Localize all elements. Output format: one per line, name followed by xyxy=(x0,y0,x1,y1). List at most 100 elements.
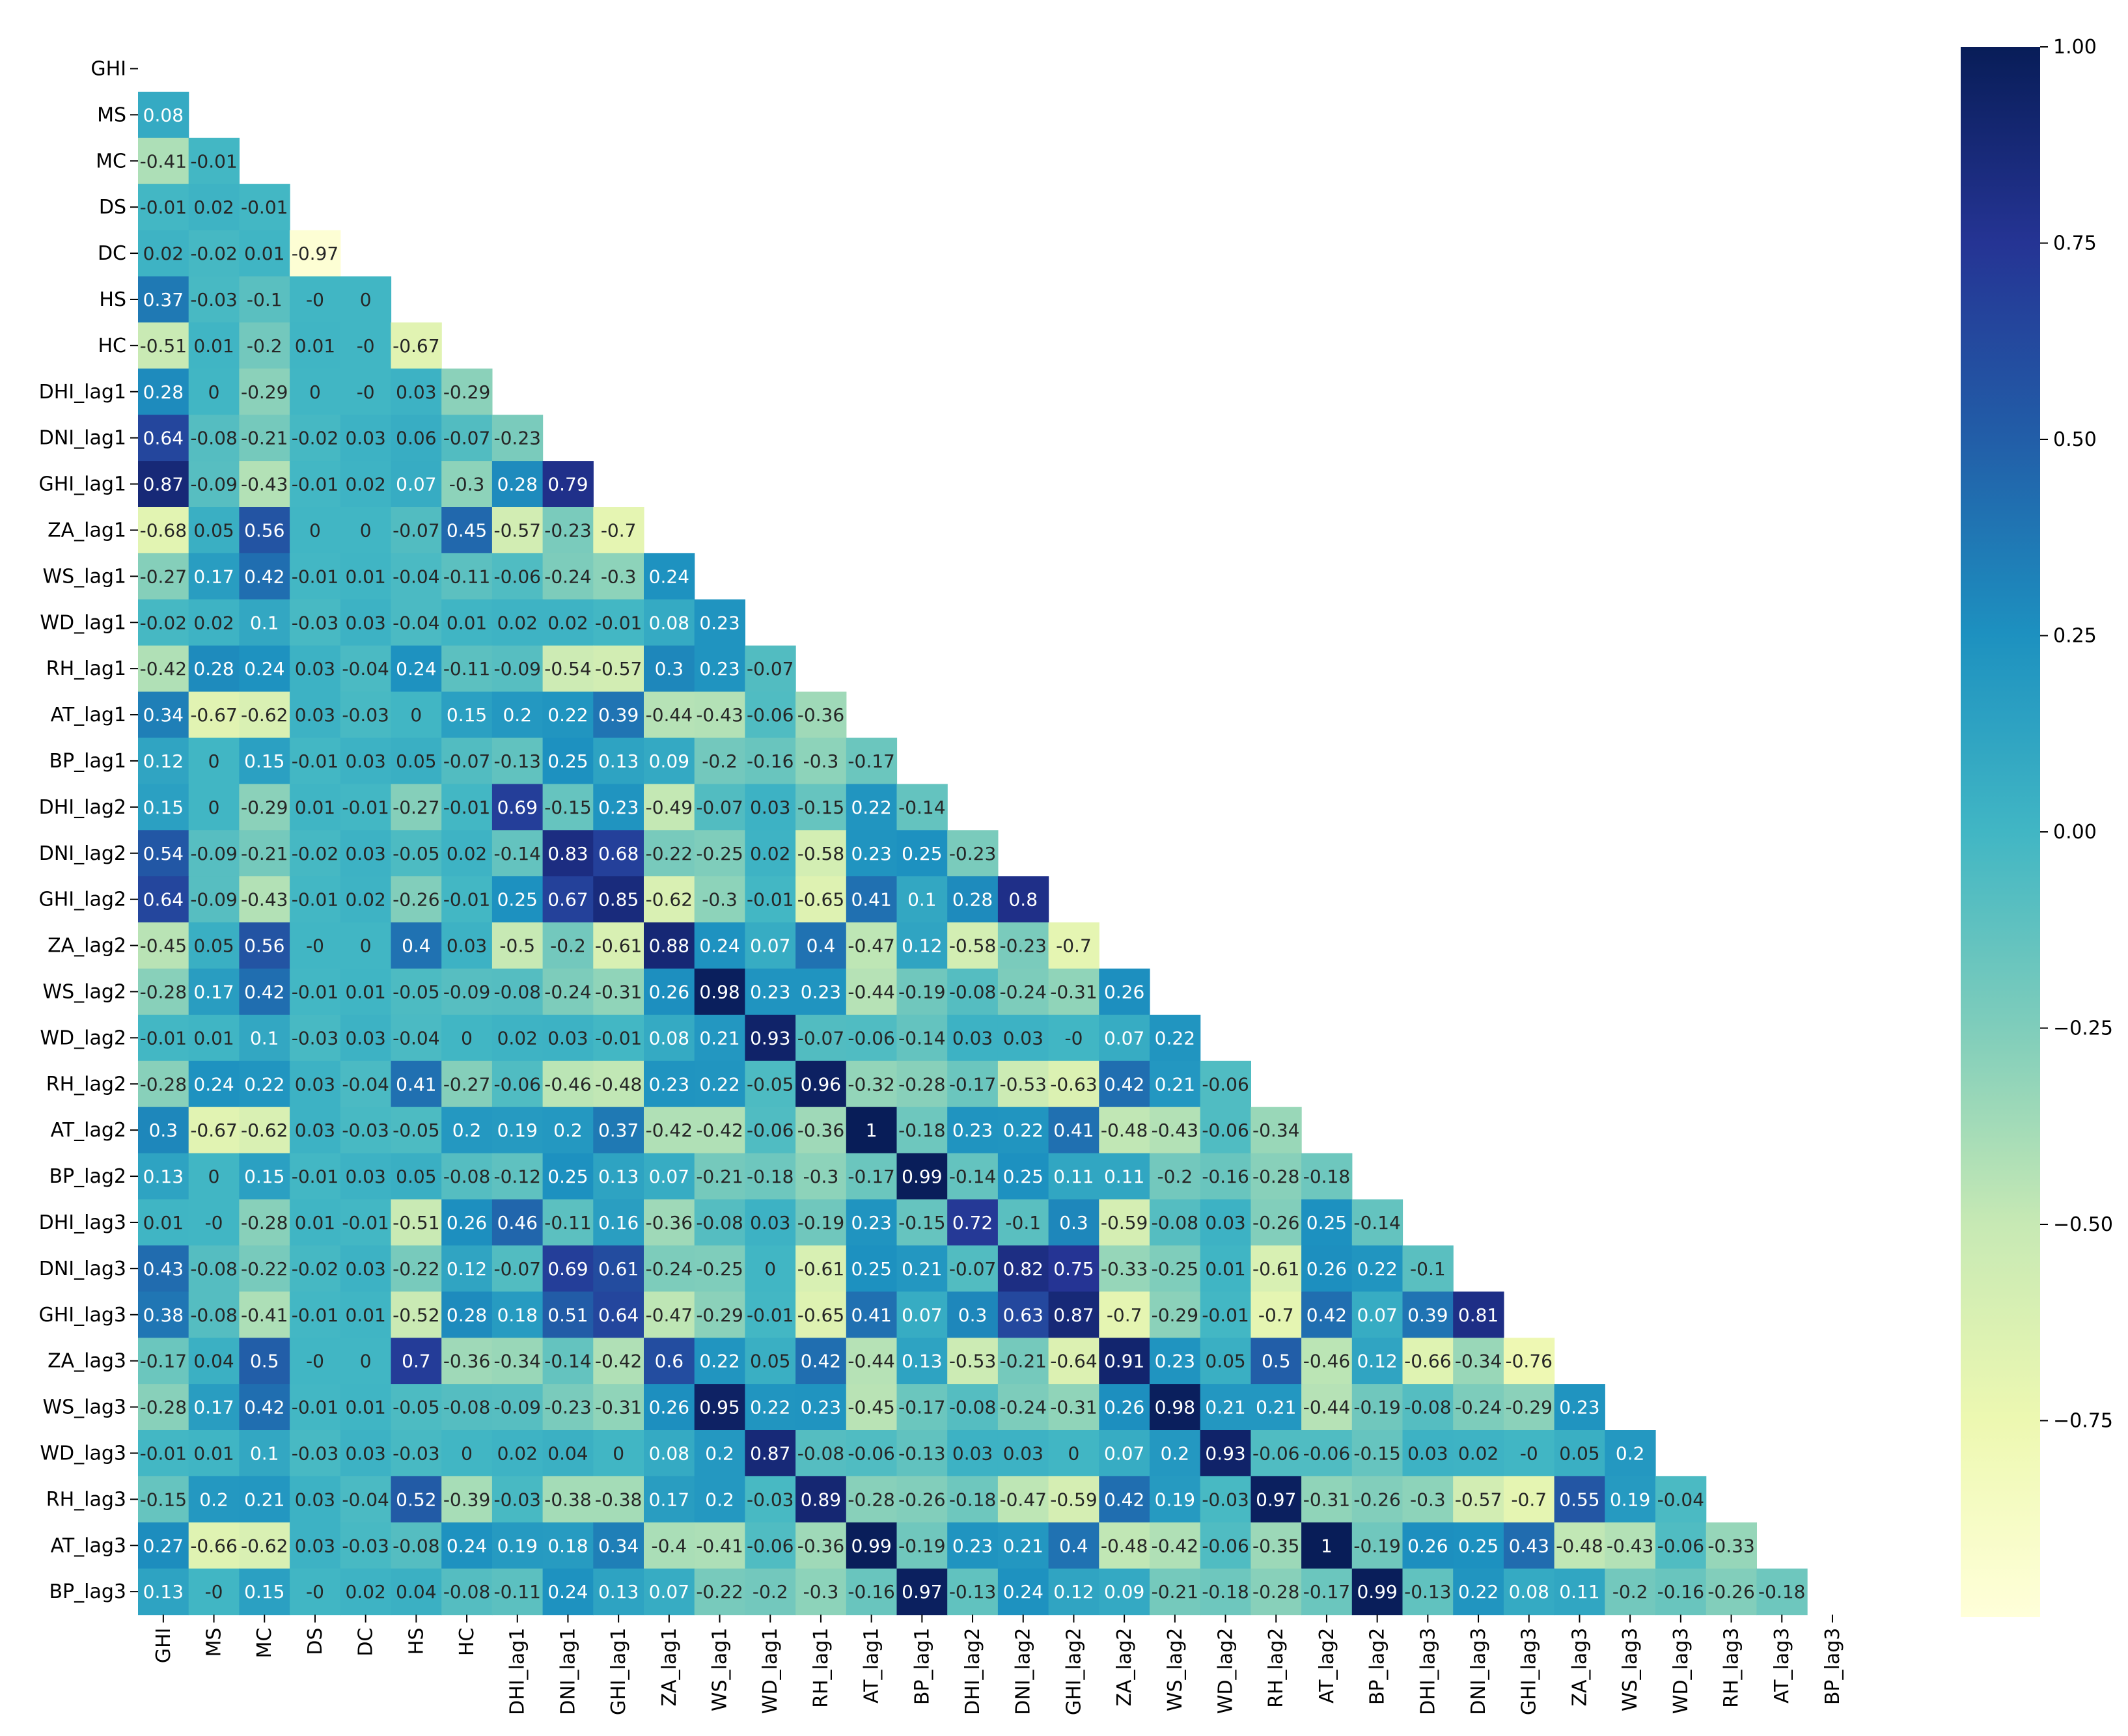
y-tick-label: AT_lag1 xyxy=(51,704,126,726)
cell-value-label: -0.09 xyxy=(190,889,237,911)
heatmap-cell xyxy=(997,1476,1049,1523)
heatmap-cell xyxy=(1301,1384,1353,1431)
heatmap-cell xyxy=(745,691,796,739)
heatmap-cell xyxy=(542,1476,594,1523)
colorbar-tick-label: 0.50 xyxy=(2053,428,2097,451)
heatmap-cell xyxy=(644,1107,695,1154)
heatmap-cell xyxy=(290,1153,341,1200)
cell-value-label: -0.01 xyxy=(292,889,339,911)
x-tick-label: BP_lag2 xyxy=(1366,1628,1389,1705)
cell-value-label: 0.01 xyxy=(143,1212,184,1233)
x-tick-label: RH_lag1 xyxy=(810,1628,833,1708)
cell-value-label: 0.01 xyxy=(1205,1258,1245,1280)
heatmap-cell xyxy=(239,969,290,1015)
cell-value-label: -0.03 xyxy=(1202,1489,1249,1510)
cell-value-label: 0.21 xyxy=(244,1489,284,1510)
heatmap-cell xyxy=(795,969,847,1015)
heatmap-cell xyxy=(290,1107,341,1154)
heatmap-cell xyxy=(441,599,493,646)
cell-value-label: 0.19 xyxy=(1610,1489,1650,1510)
cell-value-label: 0.09 xyxy=(649,751,689,772)
heatmap-cell xyxy=(1655,1476,1707,1523)
y-tick-label: DNI_lag1 xyxy=(39,427,126,450)
heatmap-cell xyxy=(997,1430,1049,1477)
cell-value-label: 0.24 xyxy=(547,1581,588,1603)
heatmap-cell xyxy=(896,1522,948,1569)
heatmap-cell xyxy=(846,1014,898,1062)
heatmap-cell xyxy=(846,1245,898,1292)
colorbar-tick-label: 1.00 xyxy=(2053,36,2097,59)
heatmap-cell xyxy=(441,1014,493,1062)
heatmap-cell xyxy=(997,876,1049,923)
cell-value-label: -0.36 xyxy=(797,1535,844,1556)
heatmap-cell xyxy=(188,1430,240,1477)
cell-value-label: 0.02 xyxy=(447,843,487,864)
heatmap-cell xyxy=(644,599,695,646)
cell-value-label: -0.01 xyxy=(443,889,490,911)
y-tick-label: HS xyxy=(99,288,126,311)
cell-value-label: -0.17 xyxy=(949,1073,996,1095)
cell-value-label: 0.2 xyxy=(705,1442,734,1464)
heatmap-cell xyxy=(1453,1291,1504,1338)
heatmap-cell xyxy=(138,1014,189,1062)
x-tick-label: GHI_lag1 xyxy=(607,1628,630,1716)
heatmap-cell xyxy=(795,737,847,784)
cell-value-label: -0.12 xyxy=(494,1166,541,1187)
heatmap-cell xyxy=(290,784,341,831)
heatmap-cell xyxy=(340,1430,392,1477)
heatmap-cell xyxy=(290,876,341,923)
cell-value-label: -0.26 xyxy=(1707,1581,1754,1603)
cell-value-label: -0.15 xyxy=(898,1212,945,1233)
cell-value-label: -0.03 xyxy=(747,1489,794,1510)
cell-value-label: -0.08 xyxy=(443,1397,490,1418)
cell-value-label: -0.01 xyxy=(140,1442,187,1464)
cell-value-label: -0.08 xyxy=(190,1258,237,1280)
y-tick-label: BP_lag2 xyxy=(49,1165,126,1188)
cell-value-label: -0.28 xyxy=(848,1489,894,1510)
heatmap-cell xyxy=(188,645,240,693)
heatmap-cell xyxy=(694,1199,745,1246)
x-tick-label: ZA_lag3 xyxy=(1568,1628,1591,1707)
heatmap-cell xyxy=(644,969,695,1015)
heatmap-cell xyxy=(1150,1338,1201,1385)
cell-value-label: -0.11 xyxy=(544,1212,591,1233)
heatmap-cell xyxy=(997,1568,1049,1616)
cell-value-label: 0.01 xyxy=(193,335,234,357)
heatmap-cell xyxy=(542,691,594,739)
cell-value-label: -0.03 xyxy=(342,704,389,726)
cell-value-label: -0.3 xyxy=(803,751,839,772)
heatmap-cell xyxy=(997,1060,1049,1108)
cell-value-label: -0.22 xyxy=(696,1581,743,1603)
cell-value-label: -0.43 xyxy=(696,704,743,726)
cell-value-label: -0.06 xyxy=(1303,1442,1350,1464)
cell-value-label: -0.61 xyxy=(595,935,642,957)
cell-value-label: 0.19 xyxy=(497,1120,538,1141)
heatmap-cell xyxy=(1251,1568,1302,1616)
heatmap-cell xyxy=(188,1245,240,1292)
cell-value-label: -0.43 xyxy=(1607,1535,1653,1556)
cell-value-label: 0.64 xyxy=(598,1304,639,1326)
cell-value-label: -0.09 xyxy=(494,658,541,680)
cell-value-label: 0.21 xyxy=(1256,1397,1296,1418)
cell-value-label: -0.21 xyxy=(1000,1351,1047,1372)
cell-value-label: -0.33 xyxy=(1707,1535,1754,1556)
cell-value-label: -0.76 xyxy=(1506,1351,1553,1372)
heatmap-cell xyxy=(593,1245,644,1292)
cell-value-label: -0.25 xyxy=(1152,1258,1198,1280)
heatmap-cell xyxy=(491,1384,544,1431)
heatmap-cell xyxy=(391,1384,442,1431)
cell-value-label: 0.16 xyxy=(598,1212,639,1233)
heatmap-cell xyxy=(1150,1430,1201,1477)
heatmap-cells xyxy=(138,91,1808,1616)
heatmap-cell xyxy=(1251,1107,1302,1154)
cell-value-label: -0.14 xyxy=(544,1351,591,1372)
heatmap-cell xyxy=(896,1245,948,1292)
heatmap-cell xyxy=(188,1476,240,1523)
heatmap-cell xyxy=(188,507,240,554)
heatmap-cell xyxy=(745,737,796,784)
cell-value-label: 0.1 xyxy=(250,1442,279,1464)
heatmap-cell xyxy=(542,1338,594,1385)
cell-value-label: -0.01 xyxy=(342,797,389,818)
heatmap-cell xyxy=(542,1430,594,1477)
heatmap-cell xyxy=(239,1522,290,1569)
